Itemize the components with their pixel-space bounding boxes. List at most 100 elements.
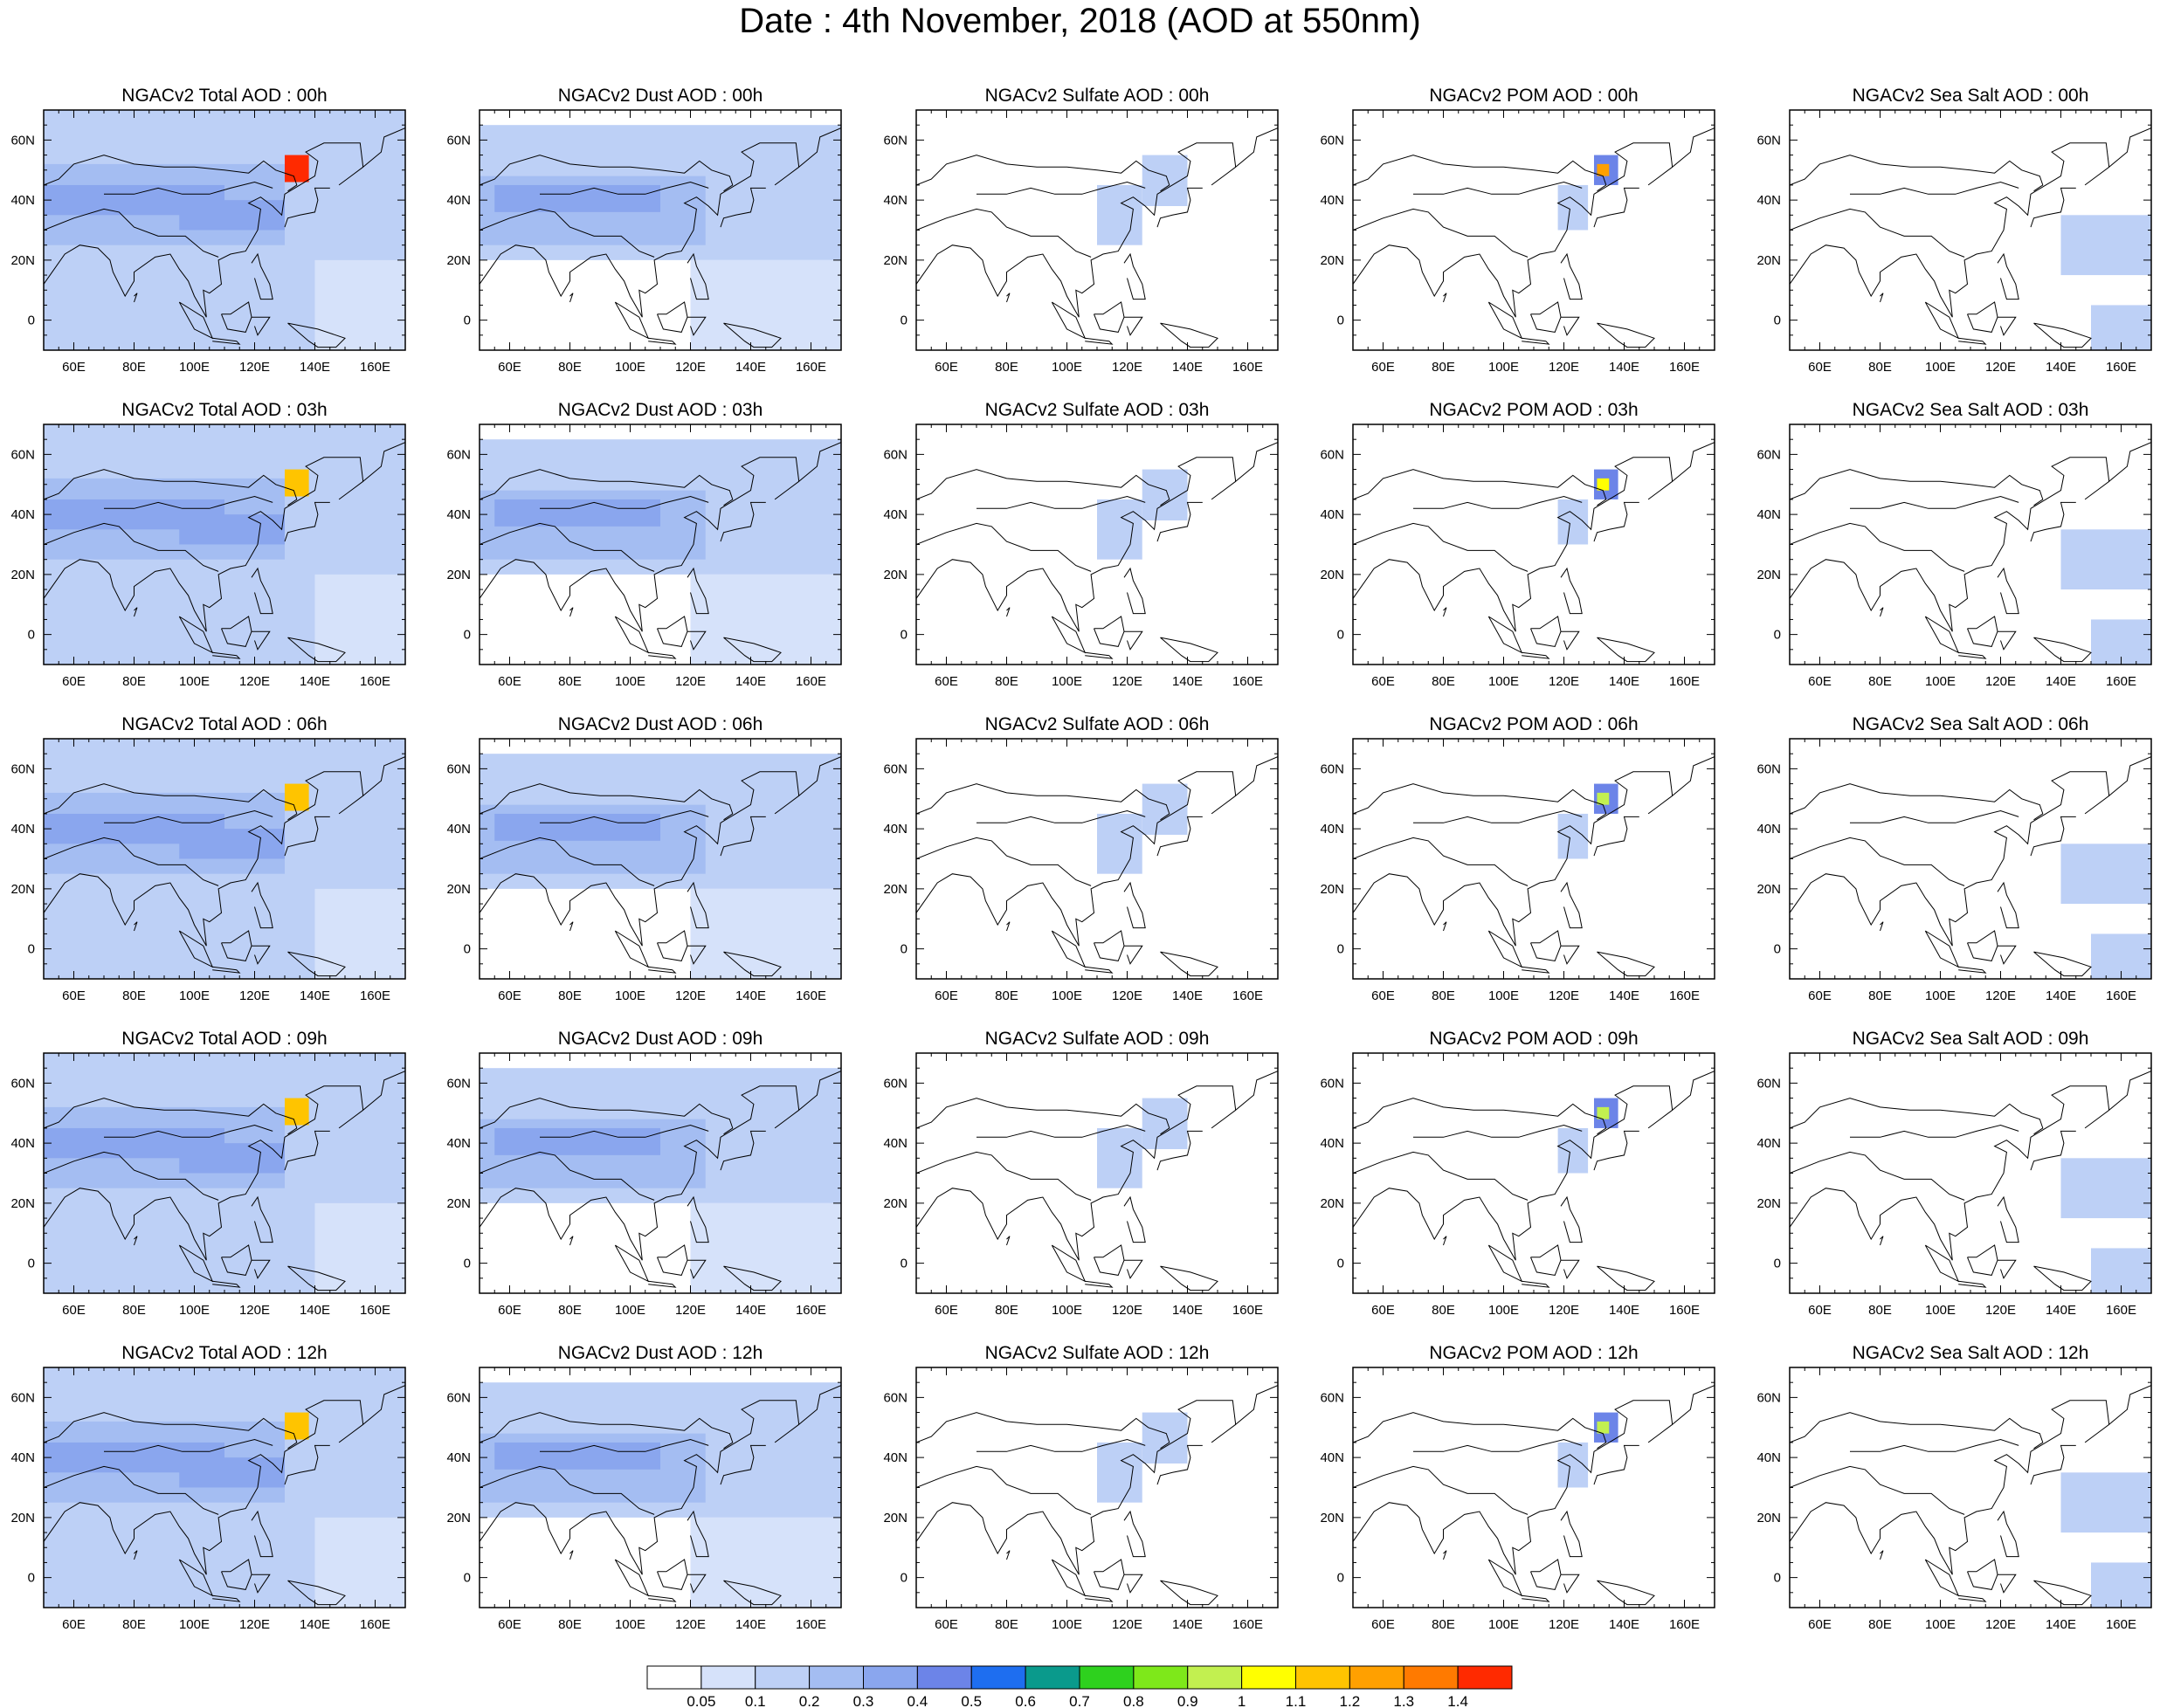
map-panel-total-03h: NGACv2 Total AOD : 03h 60E 80E 100E 120E 140E… [10, 400, 406, 689]
coastline [104, 1124, 273, 1138]
aod-cell [2060, 529, 2151, 590]
x-tick-label: 100E [179, 360, 210, 375]
coastline [134, 1550, 138, 1560]
x-tick-label: 60E [1808, 1617, 1832, 1632]
colorbar-swatch [1241, 1665, 1296, 1690]
y-tick-label: 20N [1320, 1511, 1344, 1525]
x-tick-label: 60E [62, 1303, 86, 1318]
aod-cell [285, 1412, 309, 1440]
y-tick-label: 40N [10, 193, 35, 208]
aod-cell [1097, 813, 1142, 874]
y-tick-label: 20N [10, 1511, 35, 1525]
aod-cell [1597, 1421, 1610, 1434]
y-tick-label: 0 [901, 628, 907, 643]
x-tick-label: 60E [1371, 360, 1395, 375]
y-tick-label: 20N [10, 882, 35, 897]
coastline [1880, 607, 1884, 617]
coastline [1211, 166, 1236, 186]
coastline [2030, 1444, 2076, 1485]
coastline [1156, 1444, 1203, 1485]
y-tick-label: 20N [1320, 1196, 1344, 1211]
y-tick-label: 20N [883, 253, 907, 268]
y-tick-label: 60N [1320, 1076, 1344, 1091]
y-tick-label: 0 [28, 942, 35, 957]
coastline [1160, 322, 1218, 348]
coastline [1006, 1236, 1011, 1246]
coastline [569, 607, 574, 617]
y-tick-label: 60N [1756, 133, 1781, 148]
x-tick-label: 100E [1925, 988, 1956, 1003]
x-tick-label: 120E [1985, 674, 2016, 689]
coastline [2084, 480, 2109, 500]
map-panel-dust-06h: NGACv2 Dust AOD : 06h 60E 80E 100E 120E 140E 1… [446, 714, 842, 1003]
x-tick-label: 100E [1488, 674, 1519, 689]
y-tick-label: 20N [10, 1196, 35, 1211]
y-tick-label: 40N [1320, 507, 1344, 522]
coastline [1997, 1195, 2019, 1243]
map-panel-sea-salt-06h: NGACv2 Sea Salt AOD : 06h 60E 80E 100E 120E 1… [1756, 714, 2152, 1003]
x-tick-label: 160E [360, 674, 390, 689]
panel-title: NGACv2 Dust AOD : 03h [558, 400, 763, 420]
aod-cell [1097, 184, 1142, 245]
y-tick-label: 20N [883, 568, 907, 582]
coastline [1443, 921, 1447, 932]
coastline [1006, 607, 1011, 617]
aod-cell [1597, 792, 1610, 805]
colorbar-swatch [1025, 1665, 1080, 1690]
x-tick-label: 80E [1868, 674, 1892, 689]
x-tick-label: 100E [1488, 1303, 1519, 1318]
coastline [1051, 1559, 1087, 1597]
coastline [44, 469, 298, 506]
x-tick-label: 100E [1052, 360, 1082, 375]
x-tick-label: 160E [796, 1617, 826, 1632]
map-panel-dust-12h: NGACv2 Dust AOD : 12h 60E 80E 100E 120E 140E 1… [446, 1343, 842, 1632]
panel-title: NGACv2 Total AOD : 06h [121, 714, 327, 734]
map-panel-pom-09h: NGACv2 POM AOD : 09h 60E 80E 100E 120E 140E 16… [1320, 1029, 1715, 1318]
coastline [720, 187, 766, 228]
x-tick-label: 120E [675, 1303, 706, 1318]
coastline [774, 166, 799, 186]
coastline [540, 181, 709, 195]
x-tick-label: 120E [1112, 360, 1142, 375]
coastline [1443, 1236, 1447, 1246]
panel-title: NGACv2 Sea Salt AOD : 03h [1853, 400, 2089, 420]
coastline [338, 166, 363, 186]
coastline [1790, 155, 2044, 192]
coastline [1124, 1574, 1143, 1594]
x-tick-label: 80E [558, 360, 582, 375]
coastline [480, 522, 655, 572]
aod-cell [2060, 1158, 2151, 1219]
coastline [287, 1580, 346, 1606]
coastline [1647, 1423, 1673, 1443]
coastline [1560, 881, 1583, 929]
y-tick-label: 20N [446, 1511, 471, 1525]
coastline [287, 1265, 346, 1291]
coastline [1085, 966, 1114, 974]
x-tick-label: 100E [1925, 674, 1956, 689]
panel-title: NGACv2 POM AOD : 00h [1429, 86, 1638, 106]
coastline [1353, 1412, 1607, 1450]
y-tick-label: 60N [446, 133, 471, 148]
coastline [1211, 795, 1236, 815]
coastline [1156, 816, 1203, 857]
coastline [252, 945, 271, 965]
coastline [212, 337, 241, 345]
panel-title: NGACv2 Sulfate AOD : 03h [985, 400, 1210, 420]
coastline [976, 1438, 1146, 1452]
x-tick-label: 160E [1669, 1617, 1700, 1632]
y-tick-label: 40N [1756, 1450, 1781, 1465]
colorbar-label: 1 [1238, 1693, 1246, 1708]
coastline [1850, 495, 2019, 509]
coastline [44, 155, 298, 192]
coastline [1160, 1265, 1218, 1291]
y-tick-label: 0 [901, 1257, 907, 1271]
map-panel-total-06h: NGACv2 Total AOD : 06h 60E 80E 100E 120E 140E… [10, 714, 406, 1003]
coastline [44, 208, 219, 258]
x-tick-label: 140E [2046, 674, 2076, 689]
coastline [1561, 1259, 1580, 1279]
x-tick-label: 140E [1172, 360, 1203, 375]
panel-title: NGACv2 POM AOD : 09h [1429, 1029, 1638, 1049]
coastline [44, 783, 298, 821]
y-tick-label: 0 [464, 1257, 471, 1271]
coastline [1160, 951, 1218, 977]
